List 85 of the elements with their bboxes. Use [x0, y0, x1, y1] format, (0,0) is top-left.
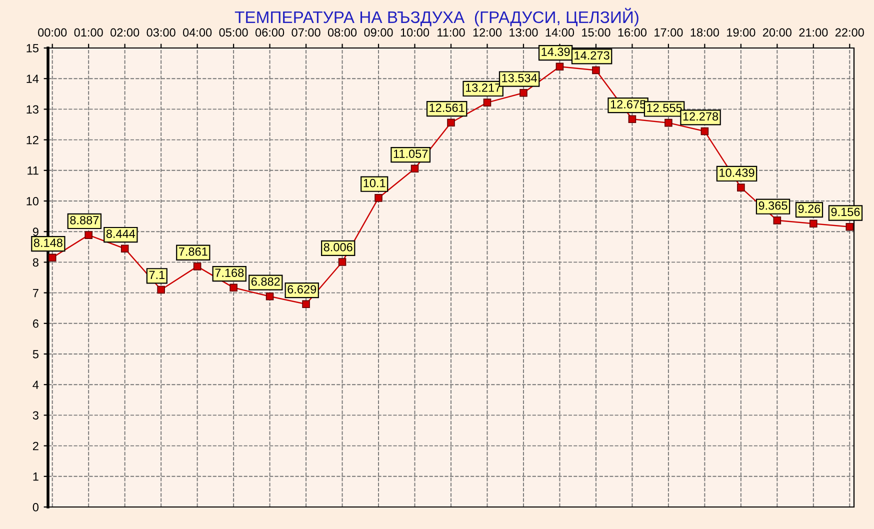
data-label: 9.156 — [831, 208, 860, 216]
data-label: 6.629 — [288, 285, 316, 294]
x-tick-label: 07:00 — [292, 28, 320, 37]
point — [230, 284, 238, 292]
y-tick-label: 14 — [26, 74, 39, 83]
point — [48, 254, 56, 262]
point — [592, 66, 600, 74]
x-tick-label: 10:00 — [400, 28, 430, 37]
data-label: 13.217 — [466, 84, 501, 92]
y-tick-label: 8 — [32, 258, 38, 267]
point — [447, 118, 455, 127]
point — [120, 244, 129, 253]
data-label: 12.278 — [683, 112, 718, 121]
point — [664, 118, 672, 127]
point — [846, 222, 854, 231]
x-tick-label: 00:00 — [38, 28, 67, 37]
data-label: 12.555 — [647, 104, 682, 112]
point — [374, 194, 382, 202]
x-tick-label: 20:00 — [762, 28, 792, 37]
x-tick-label: 04:00 — [183, 28, 212, 37]
x-tick-label: 19:00 — [727, 28, 756, 37]
y-tick-label: 1 — [33, 472, 38, 481]
data-label: 13.534 — [502, 74, 538, 82]
x-tick-label: 14:00 — [546, 28, 574, 37]
y-tick-label: 6 — [33, 319, 38, 328]
x-tick-label: 11:00 — [438, 28, 465, 37]
x-tick-label: 01:00 — [74, 28, 103, 37]
y-tick-label: 11 — [28, 166, 38, 175]
data-label: 12.561 — [430, 104, 464, 112]
point — [266, 292, 274, 300]
data-label: 7.861 — [178, 247, 208, 256]
y-tick-label: 2 — [33, 442, 38, 450]
x-tick-label: 22:00 — [835, 28, 864, 37]
x-tick-label: 05:00 — [219, 28, 248, 37]
data-label: 10.439 — [720, 168, 754, 177]
point — [520, 88, 528, 97]
y-tick-label: 7 — [33, 288, 38, 298]
x-tick-label: 12:00 — [473, 28, 502, 37]
point — [84, 231, 92, 239]
data-label: 8.444 — [106, 230, 136, 238]
x-tick-label: 08:00 — [328, 28, 357, 37]
point — [773, 216, 782, 224]
y-tick-label: 0 — [32, 503, 39, 512]
data-label: 10.1 — [364, 178, 386, 188]
y-tick-label: 5 — [32, 350, 38, 358]
data-label: 14.273 — [574, 51, 610, 60]
x-tick-label: 03:00 — [146, 28, 176, 37]
y-tick-label: 9 — [32, 228, 38, 236]
data-label: 9.26 — [798, 204, 820, 213]
point — [157, 286, 165, 294]
x-tick-label: 02:00 — [110, 28, 140, 37]
data-label: 8.887 — [70, 216, 99, 224]
y-tick-label: 3 — [32, 411, 38, 420]
point — [700, 127, 709, 136]
x-tick-label: 16:00 — [618, 28, 647, 37]
point — [338, 258, 346, 266]
x-tick-label: 15:00 — [582, 28, 610, 37]
point — [302, 300, 310, 308]
chart-title: ТЕМПЕРАТУРА НА ВЪЗДУХА (ГРАДУСИ, ЦЕЛЗИЙ) — [234, 8, 638, 26]
y-tick-label: 4 — [32, 380, 39, 389]
data-label: 9.365 — [758, 201, 788, 210]
point — [483, 98, 492, 106]
y-tick-label: 13 — [26, 105, 38, 114]
x-tick-label: 21:00 — [799, 28, 828, 37]
y-tick-label: 10 — [26, 197, 39, 206]
y-tick-label: 12 — [26, 136, 38, 144]
data-label: 8.148 — [34, 238, 62, 248]
point — [410, 164, 419, 173]
data-label: 7.1 — [149, 270, 165, 279]
data-label: 6.882 — [251, 277, 280, 286]
data-label: 8.006 — [324, 242, 352, 252]
y-tick-label: 15 — [26, 44, 38, 52]
data-label: 7.168 — [215, 268, 244, 277]
point — [193, 262, 202, 270]
x-tick-label: 06:00 — [255, 28, 284, 37]
point — [810, 220, 818, 228]
data-label: 14.39 — [542, 48, 570, 56]
point — [737, 184, 745, 192]
point — [556, 62, 564, 71]
data-label: 11.057 — [394, 150, 428, 158]
x-tick-label: 18:00 — [690, 28, 719, 37]
point — [628, 115, 636, 124]
x-tick-label: 09:00 — [364, 28, 393, 37]
x-tick-label: 13:00 — [510, 28, 538, 37]
x-tick-label: 17:00 — [654, 28, 683, 37]
